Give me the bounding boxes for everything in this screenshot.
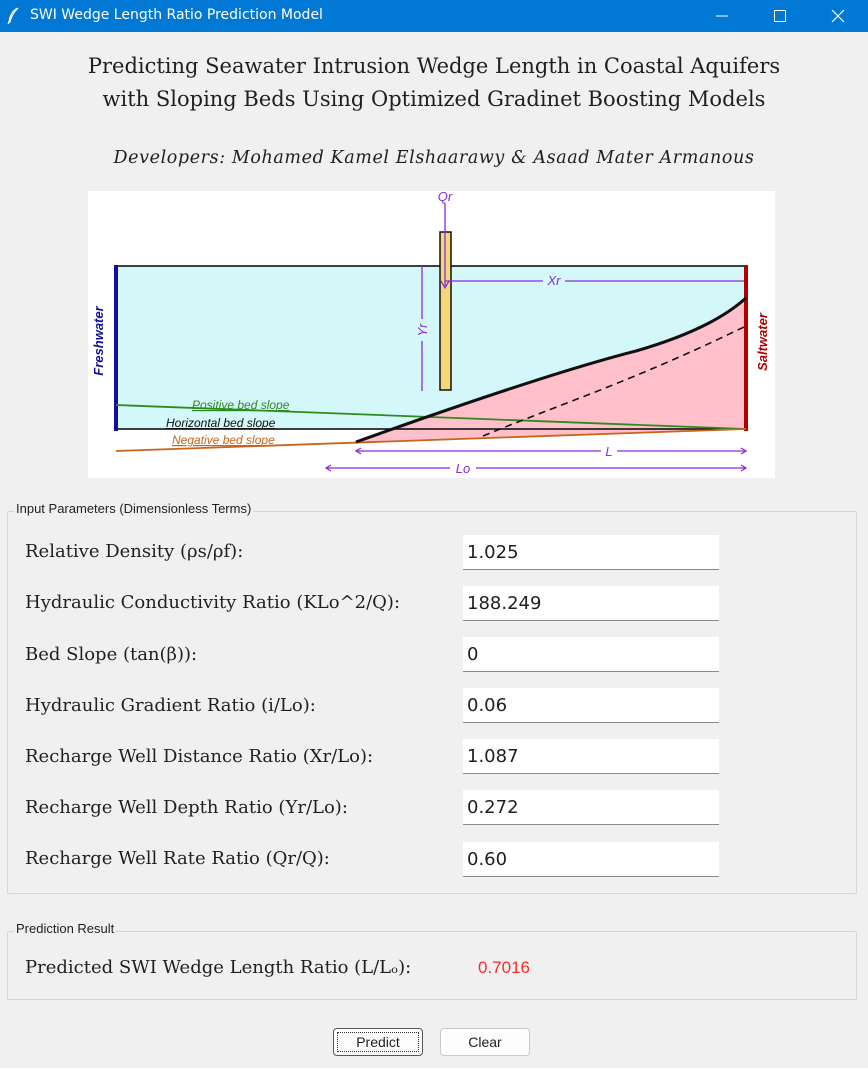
label-negative-slope: Negative bed slope [172, 433, 275, 447]
bed-slope-label: Bed Slope (tan(β)): [25, 644, 198, 665]
well-depth-input[interactable] [463, 790, 719, 825]
developers-credit: Developers: Mohamed Kamel Elshaarawy & A… [113, 148, 755, 168]
minimize-icon [716, 15, 728, 17]
maximize-icon [774, 10, 786, 22]
close-icon [831, 9, 845, 23]
close-button[interactable] [814, 0, 862, 32]
page-title-line1: Predicting Seawater Intrusion Wedge Leng… [87, 54, 781, 78]
label-l: L [605, 444, 612, 459]
well-rate-input[interactable] [463, 842, 719, 877]
label-qr: Qr [438, 191, 453, 204]
well-distance-input[interactable] [463, 739, 719, 774]
label-horizontal-slope: Horizontal bed slope [166, 416, 276, 430]
label-xr: Xr [547, 273, 562, 288]
prediction-result-group [7, 931, 857, 1000]
interface-curve [355, 296, 747, 444]
label-yr: Yr [415, 323, 430, 337]
input-parameters-legend: Input Parameters (Dimensionless Terms) [14, 501, 254, 516]
well-distance-label: Recharge Well Distance Ratio (Xr/Lo): [25, 746, 374, 767]
predicted-ratio-value: 0.7016 [478, 958, 530, 977]
hydraulic-gradient-input[interactable] [463, 688, 719, 723]
well-depth-label: Recharge Well Depth Ratio (Yr/Lo): [25, 797, 348, 818]
relative-density-input[interactable] [463, 535, 719, 570]
hydraulic-conductivity-label: Hydraulic Conductivity Ratio (KLo^2/Q): [25, 592, 401, 613]
hydraulic-conductivity-input[interactable] [463, 586, 719, 621]
prediction-result-legend: Prediction Result [14, 921, 117, 936]
page-title-line2: with Sloping Beds Using Optimized Gradin… [102, 87, 766, 111]
negative-slope-line [115, 428, 747, 452]
input-parameters-group [7, 511, 857, 894]
hydraulic-gradient-label: Hydraulic Gradient Ratio (i/Lo): [25, 695, 316, 716]
label-freshwater: Freshwater [91, 305, 106, 375]
relative-density-label: Relative Density (ρs/ρf): [25, 541, 244, 562]
saltwater-wedge [356, 298, 746, 442]
label-lo: Lo [456, 461, 470, 476]
bed-slope-input[interactable] [463, 637, 719, 672]
minimize-button[interactable] [698, 0, 746, 32]
predict-button-label: Predict [337, 1032, 419, 1052]
window-title: SWI Wedge Length Ratio Prediction Model [30, 7, 323, 23]
well-rate-label: Recharge Well Rate Ratio (Qr/Q): [25, 848, 330, 869]
maximize-button[interactable] [756, 0, 804, 32]
predicted-ratio-label: Predicted SWI Wedge Length Ratio (L/Lₒ): [25, 957, 412, 978]
feather-icon [7, 7, 19, 25]
title-bar: SWI Wedge Length Ratio Prediction Model [0, 0, 868, 32]
clear-button[interactable]: Clear [440, 1028, 530, 1056]
predict-button[interactable]: Predict [333, 1028, 423, 1056]
label-positive-slope: Positive bed slope [192, 398, 290, 412]
interface-dashed [482, 325, 747, 437]
aquifer-diagram: Qr Xr Yr L Lo Freshwater Saltwater Posit… [88, 191, 775, 478]
label-saltwater: Saltwater [755, 312, 770, 371]
